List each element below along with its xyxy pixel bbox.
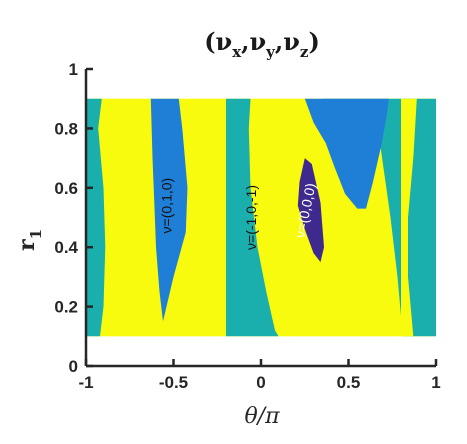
region-purple-center xyxy=(297,158,324,263)
x-tick-label: 1 xyxy=(431,373,440,392)
y-tick-label: 0 xyxy=(69,357,78,376)
x-tick-label: 0 xyxy=(256,373,265,392)
y-tick-label: 0.2 xyxy=(54,298,78,317)
region-yellow-right xyxy=(401,98,417,337)
x-tick-label: 0.5 xyxy=(337,373,361,392)
y-tick-label: 0.6 xyxy=(54,179,78,198)
plot-area: ν=(0,1,0) ν=(-1,0,-1) ν=(0,0,0) -1 -0.5 0 0.5… xyxy=(54,60,440,392)
region-teal-center xyxy=(226,98,279,337)
region-teal-left xyxy=(86,98,106,337)
x-tick-label: -0.5 xyxy=(159,373,188,392)
axes: -1 -0.5 0 0.5 1 0 0.2 0.4 0.6 0.8 1 xyxy=(54,60,440,392)
region-blue-right xyxy=(304,98,389,209)
x-axis-label: θ/π xyxy=(244,404,280,429)
region-blue-left xyxy=(150,98,188,322)
y-axis-label: r1 xyxy=(14,229,45,251)
plot-title: (νx,νy,νz) xyxy=(204,27,320,61)
region-label-blue-left: ν=(0,1,0) xyxy=(159,178,175,234)
phase-regions xyxy=(86,98,436,337)
region-label-teal-center: ν=(-1,0,-1) xyxy=(243,185,259,250)
y-axis-label-main: r xyxy=(14,239,40,251)
y-tick-label: 1 xyxy=(69,60,78,79)
svg-text:r1: r1 xyxy=(14,229,45,251)
y-tick-label: 0.8 xyxy=(54,119,78,138)
y-tick-label: 0.4 xyxy=(54,238,78,257)
y-axis-label-sub: 1 xyxy=(27,229,45,239)
x-tick-label: -1 xyxy=(78,373,93,392)
